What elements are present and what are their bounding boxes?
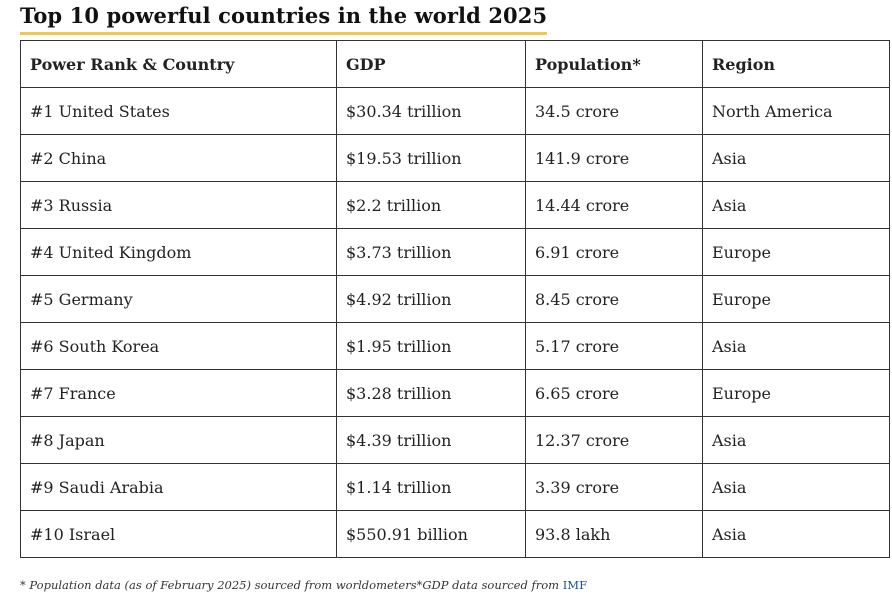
countries-table: Power Rank & Country GDP Population* Reg… [20, 40, 890, 558]
table-row: #6 South Korea $1.95 trillion 5.17 crore… [20, 322, 890, 370]
cell-region: Asia [702, 510, 890, 558]
table-row: #2 China $19.53 trillion 141.9 crore Asi… [20, 134, 890, 182]
cell-region: Asia [702, 463, 890, 511]
cell-population: 8.45 crore [525, 275, 703, 323]
cell-rank-country: #8 Japan [20, 416, 337, 464]
cell-region: Europe [702, 228, 890, 276]
cell-gdp: $30.34 trillion [336, 87, 526, 135]
cell-population: 3.39 crore [525, 463, 703, 511]
cell-gdp: $4.92 trillion [336, 275, 526, 323]
table-row: #10 Israel $550.91 billion 93.8 lakh Asi… [20, 510, 890, 558]
cell-population: 12.37 crore [525, 416, 703, 464]
cell-population: 141.9 crore [525, 134, 703, 182]
cell-rank-country: #10 Israel [20, 510, 337, 558]
cell-rank-country: #9 Saudi Arabia [20, 463, 337, 511]
table-row: #8 Japan $4.39 trillion 12.37 crore Asia [20, 416, 890, 464]
cell-gdp: $19.53 trillion [336, 134, 526, 182]
table-row: #9 Saudi Arabia $1.14 trillion 3.39 cror… [20, 463, 890, 511]
cell-gdp: $3.73 trillion [336, 228, 526, 276]
cell-gdp: $3.28 trillion [336, 369, 526, 417]
cell-rank-country: #7 France [20, 369, 337, 417]
table-row: #4 United Kingdom $3.73 trillion 6.91 cr… [20, 228, 890, 276]
cell-rank-country: #1 United States [20, 87, 337, 135]
table-row: #3 Russia $2.2 trillion 14.44 crore Asia [20, 181, 890, 229]
cell-population: 6.91 crore [525, 228, 703, 276]
cell-region: Asia [702, 322, 890, 370]
header-population: Population* [525, 40, 703, 88]
header-rank-country: Power Rank & Country [20, 40, 337, 88]
cell-gdp: $1.95 trillion [336, 322, 526, 370]
cell-population: 6.65 crore [525, 369, 703, 417]
title-container: Top 10 powerful countries in the world 2… [20, 2, 548, 36]
cell-gdp: $4.39 trillion [336, 416, 526, 464]
cell-population: 5.17 crore [525, 322, 703, 370]
footnote-text: * Population data (as of February 2025) … [20, 578, 563, 592]
cell-population: 93.8 lakh [525, 510, 703, 558]
cell-region: North America [702, 87, 890, 135]
cell-population: 14.44 crore [525, 181, 703, 229]
cell-region: Europe [702, 275, 890, 323]
cell-region: Europe [702, 369, 890, 417]
cell-population: 34.5 crore [525, 87, 703, 135]
cell-gdp: $2.2 trillion [336, 181, 526, 229]
cell-rank-country: #6 South Korea [20, 322, 337, 370]
header-region: Region [702, 40, 890, 88]
cell-rank-country: #2 China [20, 134, 337, 182]
table-row: #1 United States $30.34 trillion 34.5 cr… [20, 87, 890, 135]
table-row: #5 Germany $4.92 trillion 8.45 crore Eur… [20, 275, 890, 323]
header-gdp: GDP [336, 40, 526, 88]
cell-gdp: $1.14 trillion [336, 463, 526, 511]
cell-gdp: $550.91 billion [336, 510, 526, 558]
cell-rank-country: #4 United Kingdom [20, 228, 337, 276]
cell-rank-country: #3 Russia [20, 181, 337, 229]
table-header-row: Power Rank & Country GDP Population* Reg… [20, 40, 890, 88]
footnote: * Population data (as of February 2025) … [20, 578, 587, 592]
cell-rank-country: #5 Germany [20, 275, 337, 323]
table-row: #7 France $3.28 trillion 6.65 crore Euro… [20, 369, 890, 417]
cell-region: Asia [702, 181, 890, 229]
imf-link[interactable]: IMF [562, 578, 588, 592]
page-title: Top 10 powerful countries in the world 2… [20, 2, 548, 35]
cell-region: Asia [702, 416, 890, 464]
cell-region: Asia [702, 134, 890, 182]
